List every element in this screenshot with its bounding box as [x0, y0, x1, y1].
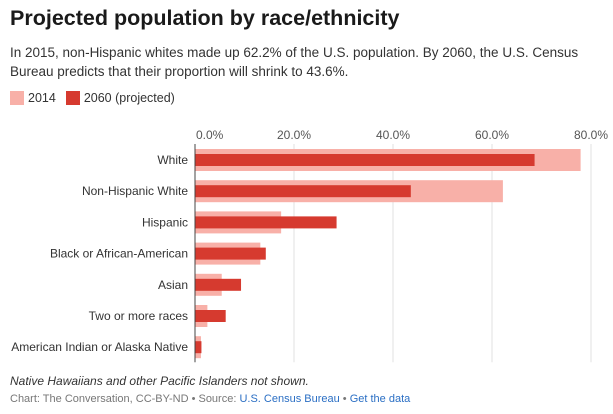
- chart-note: Native Hawaiians and other Pacific Islan…: [10, 374, 309, 388]
- x-tick-label: 40.0%: [376, 128, 410, 142]
- category-label: Hispanic: [142, 215, 188, 229]
- legend-label-2014: 2014: [28, 91, 56, 105]
- bar-chart: 0.0% 20.0% 40.0% 60.0% 80.0% White Non-Hispani…: [11, 128, 608, 363]
- category-label: Two or more races: [89, 309, 188, 323]
- bar-2060: [195, 185, 411, 198]
- bar-2060: [195, 341, 202, 354]
- legend-item-2060: 2060 (projected): [65, 91, 175, 105]
- bar-2060: [195, 278, 242, 291]
- legend-swatch-2060: [65, 91, 80, 105]
- chart-subtitle: In 2015, non-Hispanic whites made up 62.…: [10, 45, 579, 79]
- chart-title: Projected population by race/ethnicity: [10, 6, 400, 30]
- source-separator: •: [339, 393, 350, 405]
- legend-label-2060: 2060 (projected): [83, 91, 175, 105]
- x-tick-label: 80.0%: [574, 128, 608, 142]
- legend-item-2014: 2014: [10, 91, 56, 105]
- category-label: Black or African-American: [50, 247, 188, 261]
- bar-2060: [195, 310, 226, 322]
- bar-2060: [195, 216, 337, 229]
- source-prefix: Chart: The Conversation, CC-BY-ND • Sour…: [10, 393, 240, 405]
- legend: 2014 2060 (projected): [10, 91, 185, 105]
- bar-2060: [195, 247, 266, 260]
- category-label: Asian: [158, 278, 188, 292]
- x-tick-label: 20.0%: [277, 128, 311, 142]
- x-tick-label: 60.0%: [475, 128, 509, 142]
- legend-swatch-2014: [10, 91, 24, 105]
- bar-2060: [195, 154, 535, 166]
- census-bureau-link[interactable]: U.S. Census Bureau: [239, 393, 340, 405]
- get-the-data-link[interactable]: Get the data: [349, 393, 411, 405]
- category-label: American Indian or Alaska Native: [11, 340, 188, 354]
- category-label: White: [157, 153, 188, 167]
- chart-source: Chart: The Conversation, CC-BY-ND • Sour…: [10, 393, 410, 405]
- x-tick-label: 0.0%: [196, 128, 224, 142]
- category-label: Non-Hispanic White: [82, 184, 188, 198]
